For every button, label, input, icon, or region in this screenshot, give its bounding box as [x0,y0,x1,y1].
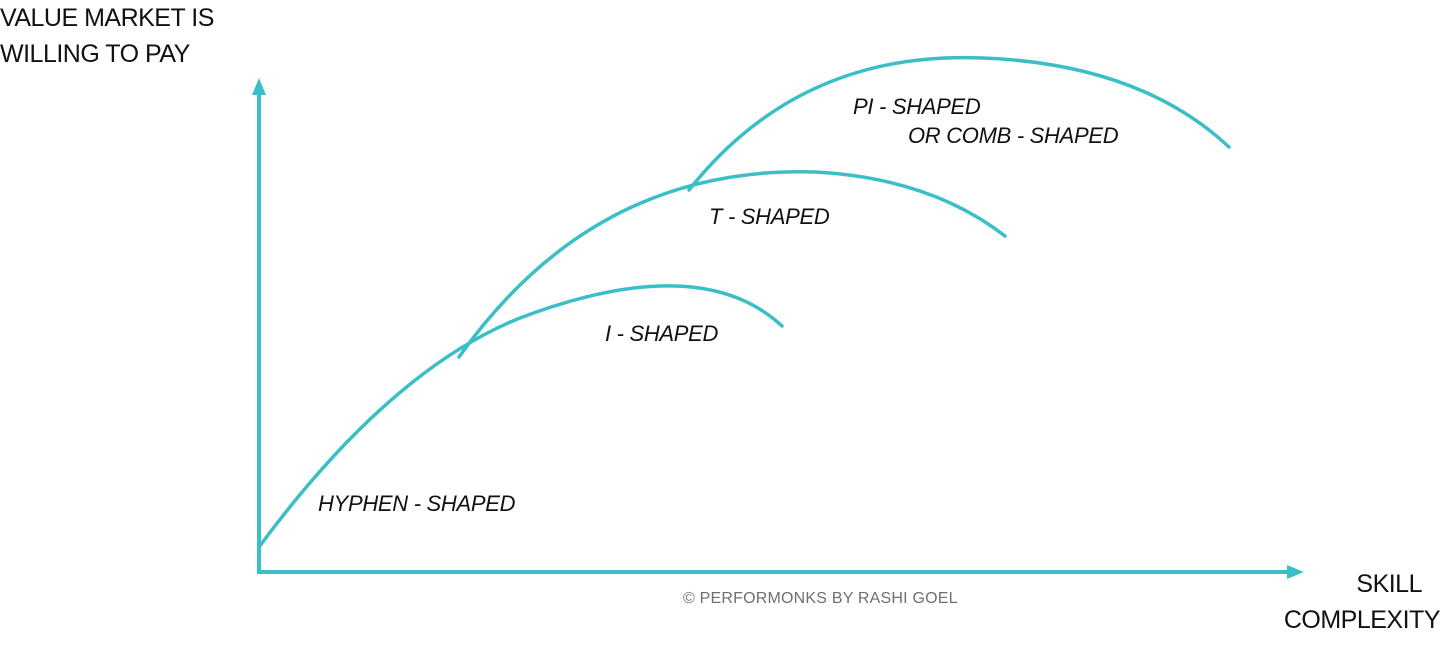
x-axis-title-line1: SKILL [1356,570,1422,598]
t-shaped-curve [457,170,1007,359]
i-shaped-curve [257,284,784,549]
y-axis-title-line1: VALUE MARKET IS [0,4,214,32]
pi-shaped-label-line1: PI - SHAPED [853,94,981,119]
y-axis-title-line2: WILLING TO PAY [0,40,190,68]
t-shaped-label: T - SHAPED [709,204,830,229]
i-shaped-label: I - SHAPED [605,321,719,346]
y-axis-arrowhead [252,78,266,95]
pi-shaped-curve [687,55,1231,192]
pi-shaped-label-line2: OR COMB - SHAPED [908,123,1119,148]
x-axis-arrowhead [1287,565,1304,579]
x-axis-title: SKILL COMPLEXITY [1268,566,1441,638]
copyright-notice: © PERFORMONKS BY RASHI GOEL [683,590,958,607]
hyphen-shaped-label: HYPHEN - SHAPED [318,491,516,516]
x-axis-title-line2: COMPLEXITY [1283,606,1441,634]
y-axis-title: VALUE MARKET IS WILLING TO PAY [0,0,1456,72]
